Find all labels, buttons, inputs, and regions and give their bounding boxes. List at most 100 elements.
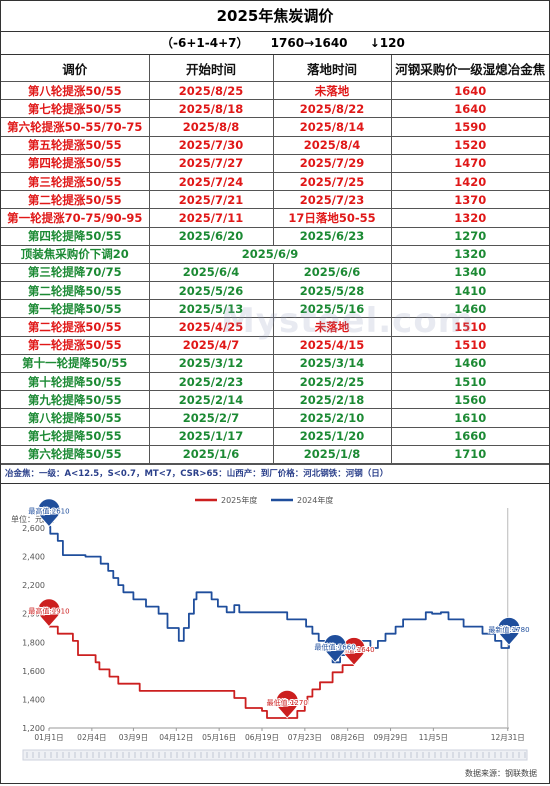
cell-adjustment: 第三轮提降70/75	[1, 262, 150, 283]
cell-adjustment: 第七轮提降50/55	[1, 426, 150, 446]
cell-start-date: 2025/7/24	[148, 171, 274, 192]
table-row: 第三轮提降70/75 2025/6/4 2025/6/6 1340	[1, 262, 549, 283]
cell-adjustment: 第二轮提涨50/55	[1, 317, 150, 337]
table-row: 第八轮提降50/55 2025/2/7 2025/2/10 1610	[1, 408, 549, 428]
x-tick-label: 11月5日	[419, 733, 448, 742]
cell-start-date: 2025/6/9	[148, 244, 392, 264]
cell-price: 1590	[390, 117, 549, 137]
x-tick-label: 05月16日	[202, 733, 236, 742]
cell-price: 1270	[390, 226, 549, 246]
cell-start-date: 2025/6/20	[148, 226, 274, 246]
legend-label: 2024年度	[297, 495, 333, 505]
cell-start-date: 2025/5/13	[148, 299, 274, 319]
table-row: 第四轮提降50/55 2025/6/20 2025/6/23 1270	[1, 226, 549, 246]
page-title: 2025年焦炭调价	[1, 1, 549, 32]
cell-landing-date: 2025/8/22	[272, 99, 392, 119]
table-row: 第一轮提降50/55 2025/5/13 2025/5/16 1460	[1, 299, 549, 319]
cell-adjustment: 第四轮提降50/55	[1, 226, 150, 246]
cell-start-date: 2025/7/11	[148, 208, 274, 228]
cell-adjustment: 第五轮提涨50/55	[1, 135, 150, 155]
cell-start-date: 2025/2/23	[148, 371, 274, 392]
y-unit-label: 单位：元/吨	[11, 514, 54, 524]
x-tick-label: 12月31日	[491, 733, 525, 742]
y-tick-label: 2,600	[22, 524, 45, 533]
cell-price: 1320	[390, 244, 549, 264]
x-tick-label: 08月26日	[331, 733, 365, 742]
cell-landing-date: 未落地	[272, 317, 392, 337]
cell-price: 1710	[390, 444, 549, 464]
cell-adjustment: 第三轮提涨50/55	[1, 171, 150, 192]
header-price: 河钢采购价一级湿熄冶金焦	[390, 55, 549, 82]
cell-price: 1510	[390, 335, 549, 355]
table-row: 第四轮提涨50/55 2025/7/27 2025/7/29 1470	[1, 153, 549, 173]
y-tick-label: 2,400	[22, 553, 45, 562]
cell-start-date: 2025/6/4	[148, 262, 274, 283]
series-line	[49, 625, 354, 719]
cell-start-date: 2025/3/12	[148, 353, 274, 374]
price-chart: 单位：元/吨 2025年度 2024年度 1,200 1,400 1,600 1,800 2,…	[1, 484, 549, 782]
cell-landing-date: 2025/2/25	[272, 371, 392, 392]
cell-start-date: 2025/2/7	[148, 408, 274, 428]
y-tick-label: 1,800	[22, 638, 45, 647]
summary-price-move: 1760→1640	[270, 36, 348, 50]
marker-label: 最低值:1270	[267, 698, 308, 707]
summary-change: ↓120	[369, 36, 405, 50]
series-line	[49, 525, 510, 664]
cell-adjustment: 第六轮提降50/55	[1, 444, 150, 464]
summary-line: （-6+1-4+7） 1760→1640 ↓120	[1, 32, 549, 55]
cell-landing-date: 2025/4/15	[272, 335, 392, 355]
cell-adjustment: 第七轮提涨50/55	[1, 99, 150, 119]
cell-adjustment: 第八轮提降50/55	[1, 408, 150, 428]
marker-label: 最低值:1660	[314, 642, 355, 651]
cell-start-date: 2025/7/21	[148, 190, 274, 210]
cell-price: 1520	[390, 135, 549, 155]
x-tick-label: 01月1日	[34, 733, 63, 742]
cell-adjustment: 第八轮提涨50/55	[1, 80, 150, 101]
y-tick-label: 2,200	[22, 581, 45, 590]
cell-adjustment: 第二轮提降50/55	[1, 281, 150, 301]
table-row: 第一轮提涨70-75/90-95 2025/7/11 17日落地50-55 1320	[1, 208, 549, 228]
cell-price: 1410	[390, 281, 549, 301]
cell-start-date: 2025/1/17	[148, 426, 274, 446]
cell-adjustment: 第四轮提涨50/55	[1, 153, 150, 173]
cell-price: 1420	[390, 171, 549, 192]
data-source: 数据来源：钢联数据	[465, 768, 537, 778]
marker-label: 最新值:1780	[488, 625, 529, 634]
x-tick-label: 07月23日	[288, 733, 322, 742]
table-row: 第十一轮提降50/55 2025/3/12 2025/3/14 1460	[1, 353, 549, 374]
spec-footnote: 冶金焦：一级：A<12.5，S<0.7，MT<7，CSR>65：山西产：到厂价格…	[1, 463, 549, 484]
marker-label: 最新值:1640	[333, 645, 374, 654]
cell-landing-date: 2025/6/6	[272, 262, 392, 283]
cell-landing-date: 2025/1/8	[272, 444, 392, 464]
summary-rounds: （-6+1-4+7）	[161, 36, 249, 50]
marker-pin	[275, 689, 299, 719]
cell-adjustment: 第六轮提涨50-55/70-75	[1, 117, 150, 137]
cell-price: 1320	[390, 208, 549, 228]
y-tick-label: 2,000	[22, 610, 45, 619]
table-row: 第二轮提涨50/55 2025/4/25 未落地 1510	[1, 317, 549, 337]
cell-landing-date: 2025/6/23	[272, 226, 392, 246]
cell-adjustment: 第十一轮提降50/55	[1, 353, 150, 374]
cell-price: 1470	[390, 153, 549, 173]
table-row: 第七轮提降50/55 2025/1/17 2025/1/20 1660	[1, 426, 549, 446]
marker-pin	[323, 634, 347, 663]
table-row: 第九轮提降50/55 2025/2/14 2025/2/18 1560	[1, 390, 549, 410]
cell-adjustment: 第十轮提降50/55	[1, 371, 150, 392]
cell-start-date: 2025/4/25	[148, 317, 274, 337]
header-start-date: 开始时间	[148, 55, 274, 82]
cell-start-date: 2025/8/8	[148, 117, 274, 137]
table-row: 第五轮提涨50/55 2025/7/30 2025/8/4 1520	[1, 135, 549, 155]
cell-price: 1510	[390, 317, 549, 337]
cell-landing-date: 17日落地50-55	[272, 208, 392, 228]
cell-landing-date: 2025/2/18	[272, 390, 392, 410]
cell-landing-date: 2025/7/25	[272, 171, 392, 192]
cell-start-date: 2025/5/26	[148, 281, 274, 301]
x-tick-label: 09月29日	[373, 733, 407, 742]
table-row: 第三轮提涨50/55 2025/7/24 2025/7/25 1420	[1, 171, 549, 192]
cell-price: 1370	[390, 190, 549, 210]
cell-landing-date: 2025/5/28	[272, 281, 392, 301]
cell-landing-date: 2025/8/4	[272, 135, 392, 155]
cell-adjustment: 第一轮提涨50/55	[1, 335, 150, 355]
cell-adjustment: 第二轮提涨50/55	[1, 190, 150, 210]
